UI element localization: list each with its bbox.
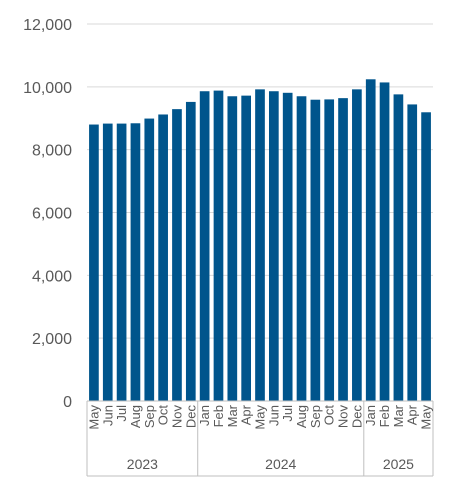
bar: [102, 123, 113, 402]
x-category-label: Apr: [239, 404, 254, 425]
bar: [199, 91, 210, 402]
x-category-label: Jun: [266, 405, 281, 426]
bar: [144, 118, 155, 402]
bar: [324, 99, 335, 402]
bar: [241, 95, 252, 401]
bar: [310, 99, 321, 401]
bar: [227, 96, 238, 401]
x-category-label: Dec: [183, 405, 198, 429]
x-category-label: Jan: [363, 405, 378, 426]
x-category-label: May: [419, 405, 434, 430]
x-category-label: Sep: [142, 405, 157, 428]
x-axis-year-labels: 2023 2024 2025: [127, 456, 414, 472]
bar: [379, 82, 390, 401]
x-category-label: Aug: [294, 405, 309, 428]
y-tick-label: 8,000: [32, 143, 72, 160]
x-category-label: Aug: [128, 405, 143, 428]
bar: [352, 89, 362, 401]
x-category-label: May: [253, 405, 268, 430]
x-category-label: Jul: [114, 405, 129, 422]
bar: [338, 98, 348, 401]
x-category-label: May: [86, 405, 101, 430]
y-tick-label: 0: [63, 394, 72, 411]
bar: [255, 89, 265, 401]
x-category-label: Dec: [349, 405, 364, 429]
x-category-label: Oct: [156, 405, 171, 426]
x-year-label: 2025: [383, 456, 414, 472]
y-axis-tick-labels: 0 2,000 4,000 6,000 8,000 10,000 12,000: [23, 17, 72, 411]
bar: [185, 101, 196, 401]
x-axis: [86, 400, 434, 477]
bar: [282, 92, 293, 402]
x-category-label: Mar: [391, 404, 406, 427]
x-year-label: 2023: [127, 456, 158, 472]
x-category-label: Jun: [100, 405, 115, 426]
bar: [89, 124, 99, 402]
bar: [130, 123, 141, 401]
x-category-label: Feb: [377, 405, 392, 427]
bar: [213, 90, 224, 401]
x-category-label: Nov: [336, 405, 351, 429]
y-tick-label: 12,000: [23, 17, 72, 34]
bar: [296, 96, 307, 401]
bar: [172, 109, 182, 402]
bar: [158, 114, 168, 401]
x-category-label: Jan: [197, 405, 212, 426]
x-axis-category-labels: MayJunJulAugSepOctNovDecJanFebMarAprMayJ…: [86, 404, 433, 429]
x-category-label: Oct: [322, 405, 337, 426]
x-year-label: 2024: [265, 456, 296, 472]
bar: [407, 104, 418, 401]
bars: [89, 79, 431, 402]
y-tick-label: 2,000: [32, 331, 72, 348]
bar: [268, 91, 279, 402]
bar: [393, 94, 404, 401]
x-category-label: Nov: [169, 405, 184, 429]
y-tick-label: 6,000: [32, 206, 72, 223]
bar: [421, 112, 431, 402]
x-category-label: Apr: [405, 404, 420, 425]
bar: [365, 79, 376, 401]
x-category-label: Feb: [211, 405, 226, 427]
x-category-label: Mar: [225, 404, 240, 427]
x-category-label: Sep: [308, 405, 323, 428]
y-tick-label: 4,000: [32, 268, 72, 285]
y-tick-label: 10,000: [23, 80, 72, 97]
x-category-label: Jul: [280, 405, 295, 422]
bar: [116, 123, 127, 402]
